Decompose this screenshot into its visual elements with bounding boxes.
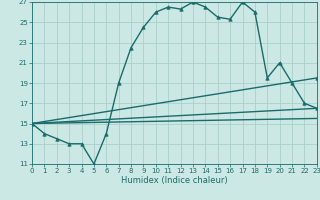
X-axis label: Humidex (Indice chaleur): Humidex (Indice chaleur) [121, 176, 228, 185]
